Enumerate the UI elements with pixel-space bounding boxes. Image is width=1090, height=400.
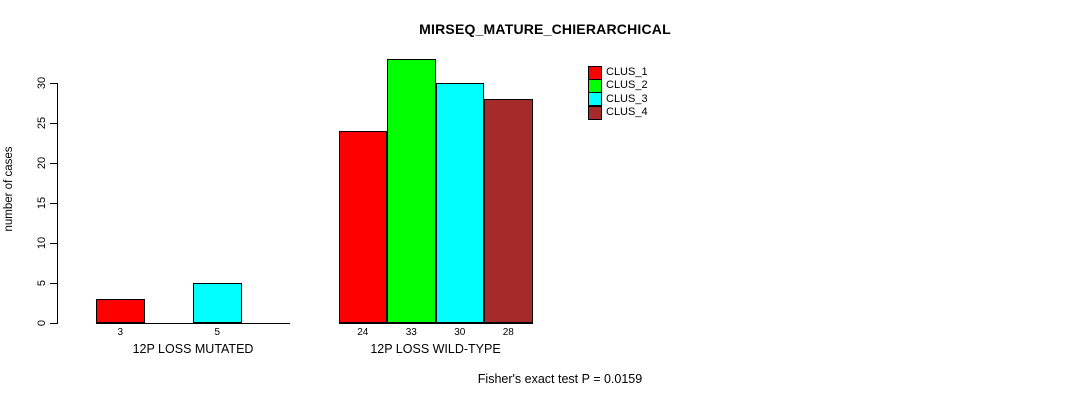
bar-value-label: 28 xyxy=(502,327,514,338)
legend-label: CLUS_2 xyxy=(606,79,648,92)
bar-clus-1 xyxy=(96,299,145,323)
y-tick xyxy=(50,123,57,124)
bar-clus-3 xyxy=(435,83,484,323)
legend-swatch xyxy=(588,78,602,93)
legend-swatch xyxy=(588,105,602,120)
legend-item: CLUS_2 xyxy=(588,78,648,93)
y-tick-label: 15 xyxy=(36,196,48,210)
bar-clus-2 xyxy=(387,59,436,323)
legend-swatch xyxy=(588,92,602,107)
chart-title: MIRSEQ_MATURE_CHIERARCHICAL xyxy=(419,21,671,37)
legend-label: CLUS_1 xyxy=(606,66,648,78)
group-label: 12P LOSS WILD-TYPE xyxy=(370,342,501,356)
legend-label: CLUS_3 xyxy=(606,92,648,105)
y-tick xyxy=(50,323,57,324)
legend-swatch xyxy=(588,65,602,80)
fisher-test-annotation: Fisher's exact test P = 0.0159 xyxy=(477,372,643,386)
y-tick-label: 0 xyxy=(36,319,48,327)
legend-item: CLUS_3 xyxy=(588,92,648,107)
legend-label: CLUS_4 xyxy=(606,106,648,119)
legend-item: CLUS_1 xyxy=(588,65,648,80)
group-baseline xyxy=(96,323,290,324)
bar-value-label: 24 xyxy=(357,327,369,338)
y-axis-line xyxy=(57,83,58,324)
y-tick-label: 5 xyxy=(36,279,48,287)
y-tick xyxy=(50,83,57,84)
y-tick-label: 20 xyxy=(36,156,48,170)
group-label: 12P LOSS MUTATED xyxy=(132,342,254,356)
bar-value-label: 33 xyxy=(405,327,417,338)
y-tick-label: 25 xyxy=(36,116,48,130)
y-tick xyxy=(50,163,57,164)
legend-item: CLUS_4 xyxy=(588,105,648,120)
y-tick xyxy=(50,283,57,284)
bar-clus-4 xyxy=(484,99,533,323)
group-baseline xyxy=(338,323,533,324)
y-tick xyxy=(50,203,57,204)
legend: CLUS_1 CLUS_2 CLUS_3 CLUS_4 xyxy=(588,65,688,122)
y-tick-label: 10 xyxy=(36,236,48,250)
bar-value-label: 30 xyxy=(454,327,466,338)
bar-value-label: 3 xyxy=(117,327,124,338)
y-tick-label: 30 xyxy=(36,76,48,90)
bar-clus-1 xyxy=(338,131,387,323)
bar-clus-3 xyxy=(193,283,242,323)
bar-value-label: 5 xyxy=(214,327,221,338)
y-tick xyxy=(50,243,57,244)
